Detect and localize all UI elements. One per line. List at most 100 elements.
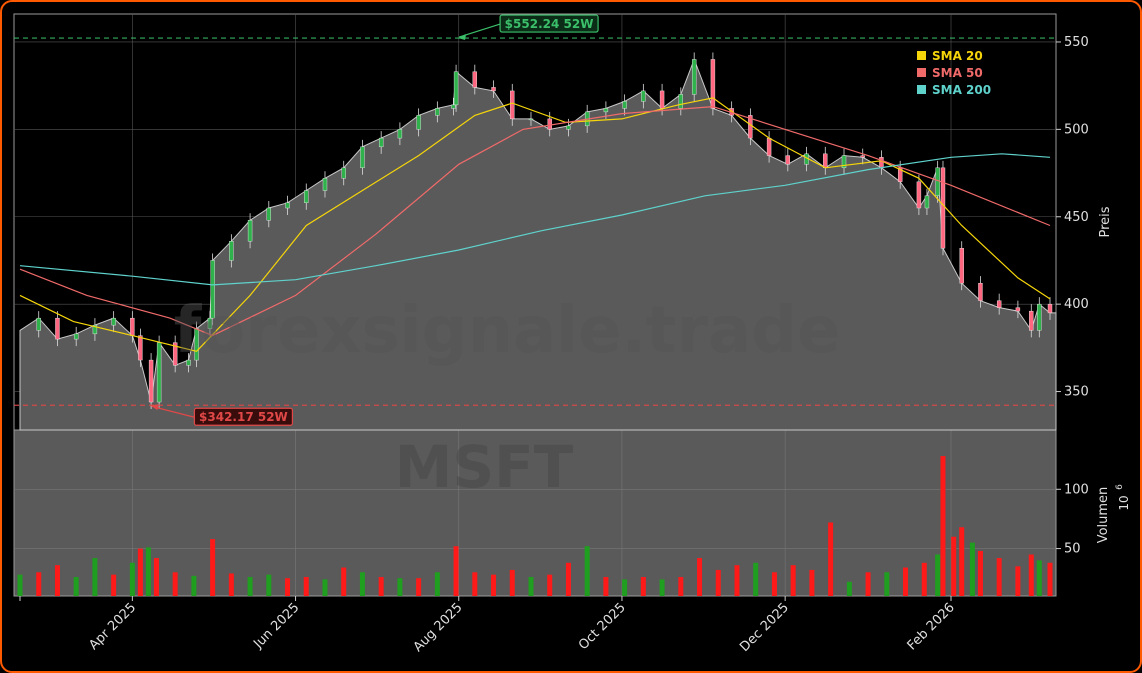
- candle-body: [622, 101, 627, 109]
- candle-body: [229, 241, 234, 261]
- candle-body: [996, 300, 1002, 308]
- annotation-box: [499, 14, 599, 33]
- volume-bar: [191, 575, 197, 596]
- volume-panel-background: [13, 429, 1057, 597]
- volume-unit-label: 10: [1117, 495, 1131, 510]
- x-tick-label: Dec 2025: [737, 600, 792, 655]
- candle-body: [138, 335, 143, 361]
- low-52w-label: $342.17 52W: [150, 404, 294, 426]
- arrowhead: [150, 404, 159, 411]
- candle-body: [111, 317, 116, 326]
- price-tick-label: 400: [1064, 297, 1089, 312]
- candle-body: [691, 59, 697, 95]
- candle-body: [528, 118, 534, 121]
- watermark-text: forexsignale.trade: [174, 294, 841, 368]
- volume-bar: [996, 558, 1002, 596]
- price-tick-label: 500: [1064, 122, 1089, 137]
- candle-body: [710, 59, 716, 109]
- volume-tick-label: 50: [1064, 542, 1081, 557]
- candle-body: [304, 190, 309, 203]
- candle-body: [397, 129, 403, 139]
- volume-bar: [36, 572, 42, 596]
- candle-body: [547, 118, 552, 130]
- high-52w-label: $552.24 52W: [458, 14, 599, 41]
- volume-bar: [603, 577, 609, 596]
- candle-body: [156, 342, 162, 403]
- candle-body: [416, 115, 421, 130]
- volume-bar: [622, 579, 628, 596]
- legend-swatch: [917, 68, 926, 77]
- volume-bar: [547, 574, 553, 596]
- volume-bar: [491, 574, 497, 596]
- candle-body: [879, 157, 884, 169]
- volume-bar: [977, 550, 983, 596]
- candle-body: [491, 87, 496, 92]
- candle-body: [247, 220, 253, 242]
- volume-bar: [940, 456, 946, 596]
- volume-bar: [434, 572, 440, 596]
- volume-unit-exponent: 6: [1115, 484, 1125, 490]
- x-tick-label: Jun 2025: [250, 600, 302, 652]
- volume-bar: [145, 547, 151, 596]
- candle-body: [1015, 307, 1021, 312]
- volume-bar: [846, 581, 852, 596]
- volume-bar: [969, 542, 975, 596]
- volume-bar: [753, 562, 759, 596]
- volume-bar: [828, 522, 834, 596]
- volume-bar: [1015, 566, 1021, 596]
- candle-body: [55, 317, 60, 340]
- candle-body: [1037, 303, 1042, 331]
- volume-bar: [111, 574, 117, 596]
- candle-body: [360, 146, 365, 169]
- candle-body: [510, 90, 515, 120]
- volume-bar: [153, 558, 159, 596]
- volume-bar: [1047, 562, 1053, 596]
- volume-bar: [697, 558, 703, 596]
- candle-body: [322, 178, 328, 191]
- price-tick-label: 350: [1064, 385, 1089, 400]
- volume-bar: [247, 577, 253, 596]
- volume-axis-label: Volumen: [1096, 487, 1111, 544]
- volume-bar: [137, 548, 143, 596]
- legend-label: SMA 20: [932, 49, 983, 63]
- candle-body: [785, 155, 791, 165]
- candle-body: [641, 90, 646, 102]
- candle-body: [1029, 310, 1034, 331]
- candle-body: [172, 342, 178, 366]
- candle-body: [378, 137, 384, 148]
- volume-bar: [884, 572, 890, 596]
- candle-body: [1047, 303, 1053, 314]
- volume-bar: [865, 572, 871, 596]
- volume-bar: [228, 573, 234, 596]
- candle-body: [924, 195, 930, 209]
- candle-body: [210, 260, 215, 319]
- candle-body: [823, 153, 828, 169]
- candle-body: [451, 104, 456, 109]
- volume-bar: [416, 578, 422, 596]
- volume-bar: [959, 527, 965, 596]
- volume-bar: [17, 574, 23, 596]
- candle-body: [678, 94, 684, 109]
- candle-body: [285, 202, 290, 209]
- volume-bar: [172, 572, 178, 596]
- volume-bar: [1028, 554, 1034, 596]
- volume-bar: [210, 539, 216, 596]
- price-tick-label: 450: [1064, 210, 1089, 225]
- candle-body: [978, 282, 983, 301]
- volume-bar: [397, 578, 403, 596]
- volume-bar: [378, 577, 384, 596]
- volume-bar: [509, 569, 515, 596]
- candle-body: [860, 155, 865, 158]
- candle-body: [897, 167, 903, 182]
- volume-bar: [129, 562, 135, 596]
- candle-body: [566, 125, 571, 130]
- candle-body: [841, 155, 847, 169]
- x-tick-label: Apr 2025: [86, 600, 139, 653]
- annotation-box: [193, 407, 294, 426]
- candle-body: [603, 108, 609, 113]
- volume-bar: [659, 579, 665, 596]
- annotation-arrow: [151, 405, 195, 418]
- candle-body: [130, 317, 135, 336]
- candle-body: [266, 207, 272, 221]
- arrowhead: [458, 34, 467, 41]
